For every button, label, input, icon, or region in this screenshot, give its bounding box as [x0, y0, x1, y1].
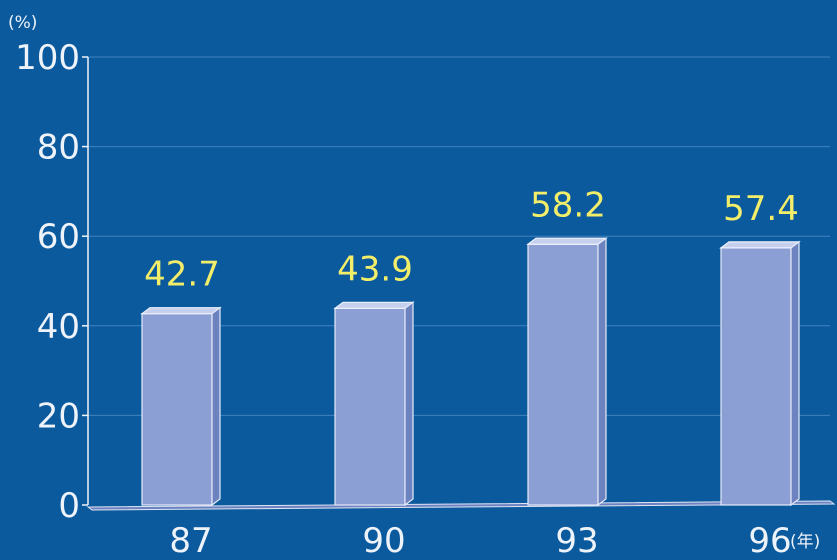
x-tick-label: 90	[362, 521, 405, 560]
y-axis-unit-label: (%)	[8, 13, 37, 33]
bar-front	[527, 243, 599, 506]
bar-value-label: 58.2	[530, 185, 606, 225]
bars	[140, 237, 801, 507]
bar	[140, 306, 222, 507]
labels: 0 20 40 60 80 100 42.7 87 43.9 90 58.2 93 57.4 96	[15, 38, 799, 560]
bar-value-label: 57.4	[723, 189, 799, 229]
bar	[526, 237, 608, 507]
bar-top	[719, 241, 801, 249]
bar-value-label: 42.7	[144, 255, 220, 295]
bar-front	[334, 307, 406, 506]
bar-side	[211, 306, 221, 507]
bar-value-label: 43.9	[337, 249, 413, 289]
y-tick-label: 60	[37, 217, 80, 257]
y-tick-label: 40	[37, 307, 80, 347]
x-axis-unit-label: (年)	[790, 532, 820, 552]
bar-side	[597, 237, 607, 507]
bar-top	[140, 307, 222, 315]
bar-top	[526, 237, 608, 245]
y-tick-label: 80	[37, 128, 80, 168]
y-tick-label: 100	[15, 38, 80, 78]
bar-top	[333, 301, 415, 309]
x-tick-label: 93	[555, 521, 598, 560]
bar-front	[720, 247, 792, 506]
bar-front	[141, 313, 213, 506]
y-tick-label: 20	[37, 396, 80, 436]
bar	[333, 301, 415, 507]
y-tick-label: 0	[58, 486, 80, 526]
bar-side	[404, 301, 414, 507]
x-tick-label: 96	[748, 521, 791, 560]
bar-side	[790, 240, 800, 507]
bar	[719, 240, 801, 507]
x-tick-label: 87	[169, 521, 212, 560]
